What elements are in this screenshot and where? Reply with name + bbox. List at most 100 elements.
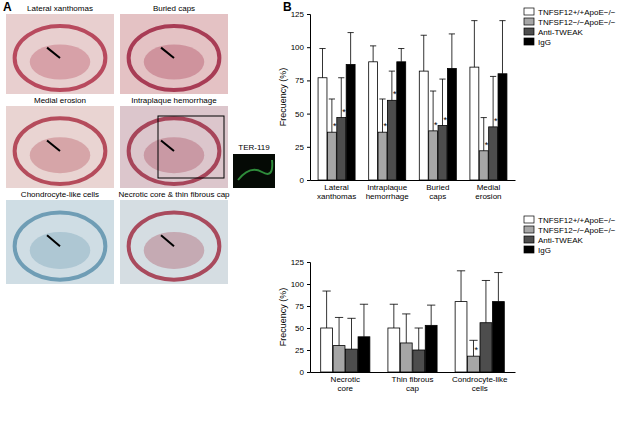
y-axis-title: Frecuency (%) <box>278 68 288 127</box>
tick-mark <box>307 80 310 81</box>
arrow <box>161 140 174 151</box>
error-cap <box>490 76 496 77</box>
error-cap <box>427 305 435 306</box>
bar <box>489 127 498 180</box>
error-cap <box>421 35 427 36</box>
tick: Thin fibrouscap <box>392 372 434 393</box>
error-cap <box>379 98 385 99</box>
significance-mark: * <box>485 140 489 150</box>
legend-item: TNFSF12+/+ApoE−/− <box>524 216 616 225</box>
legend-item: TNFSF12−/−ApoE−/− <box>524 226 616 235</box>
tick-label: 100 <box>291 280 305 289</box>
bar <box>378 132 387 180</box>
plot-area <box>321 271 505 372</box>
error-bar <box>406 314 407 343</box>
legend-swatch <box>524 38 534 45</box>
error-bar <box>498 273 499 302</box>
error-cap <box>430 91 436 92</box>
tick: 0 <box>300 368 310 377</box>
vessel-wall <box>15 118 106 184</box>
category-label: Buriedcaps <box>426 183 449 201</box>
legend-item: TNFSF12−/−ApoE−/− <box>524 18 616 27</box>
tick: 25 <box>295 346 310 355</box>
significance-mark: * <box>434 120 438 130</box>
tick-label: 100 <box>291 43 305 52</box>
category-label: Condrocyte-likecells <box>452 375 508 393</box>
error-cap <box>482 280 490 281</box>
legend: TNFSF12+/+ApoE−/−TNFSF12−/−ApoE−/−Anti-T… <box>524 216 616 255</box>
legend-item: Anti-TWEAK <box>524 236 584 245</box>
error-bar <box>451 34 452 69</box>
legend-swatch <box>524 246 534 253</box>
error-cap <box>348 32 354 33</box>
tick-mark <box>307 262 310 263</box>
category-label: Intraplaquehemorrhage <box>366 183 410 201</box>
bar <box>397 62 406 180</box>
plaque <box>30 44 90 79</box>
chart: *****†*†*†*†0255075100125Lateralxanthoma… <box>278 8 616 201</box>
bar <box>358 337 370 372</box>
bar <box>438 126 447 180</box>
bar <box>333 346 345 372</box>
error-cap <box>499 20 505 21</box>
error-cap <box>398 48 404 49</box>
histology-image <box>120 200 228 284</box>
y-axis-title: Frecuency (%) <box>278 288 288 347</box>
bar <box>387 100 396 180</box>
error-bar <box>339 317 340 345</box>
tick-label: 0 <box>300 176 305 185</box>
image-label: Medial erosion <box>34 96 86 105</box>
x-axis: Necroticcore Thin fibrouscap Condrocyte-li… <box>311 372 516 393</box>
category-label: Medialerosion <box>475 183 501 201</box>
significance-mark: *† <box>342 107 351 117</box>
tick: Necroticcore <box>331 372 360 393</box>
legend-label: Anti-TWEAK <box>538 236 584 245</box>
error-cap <box>370 45 376 46</box>
error-cap <box>457 270 465 271</box>
y-axis: 0255075100125 <box>291 258 311 377</box>
plaque <box>144 232 204 269</box>
vessel-wall <box>129 213 220 280</box>
histology-image <box>6 14 114 94</box>
significance-mark: * <box>333 121 337 131</box>
legend-label: TNFSF12+/+ApoE−/− <box>538 8 616 17</box>
tick-mark <box>307 14 310 15</box>
error-cap <box>402 313 410 314</box>
tick-label: 75 <box>295 76 304 85</box>
legend-swatch <box>524 216 534 223</box>
fluorescence-image <box>233 154 275 188</box>
tick-label: 25 <box>295 143 304 152</box>
significance-mark: *† <box>494 116 503 126</box>
histology-image <box>6 200 114 284</box>
error-cap <box>481 117 487 118</box>
significance-mark: * <box>474 345 478 355</box>
tick-mark <box>307 47 310 48</box>
image-label: Buried caps <box>153 4 195 13</box>
error-cap <box>415 328 423 329</box>
legend-swatch <box>524 18 534 25</box>
plaque <box>30 137 90 173</box>
tick-label: 125 <box>291 10 305 19</box>
category-label: Necroticcore <box>331 375 360 393</box>
tick: 75 <box>295 76 310 85</box>
bar <box>413 350 425 372</box>
significance-mark: *† <box>393 89 402 99</box>
tick: 125 <box>291 258 310 267</box>
legend-label: IgG <box>538 38 551 47</box>
error-cap <box>319 48 325 49</box>
tick: 0 <box>300 176 310 185</box>
x-axis: LateralxanthomasIntraplaquehemorrhageBur… <box>311 180 516 201</box>
significance-mark: * <box>384 121 388 131</box>
fluorescence-signal <box>238 160 272 180</box>
tick: 100 <box>291 280 310 289</box>
bar <box>337 118 346 180</box>
image-label: Chondrocyte-like cells <box>21 190 99 199</box>
error-bar <box>474 21 475 67</box>
legend-label: IgG <box>538 246 551 255</box>
error-bar <box>393 304 394 328</box>
histology-panel: Medial erosion <box>6 96 114 188</box>
histology-panel: Lateral xanthomas <box>6 4 114 94</box>
error-cap <box>322 291 330 292</box>
arrow <box>161 48 174 58</box>
error-cap <box>469 340 477 341</box>
